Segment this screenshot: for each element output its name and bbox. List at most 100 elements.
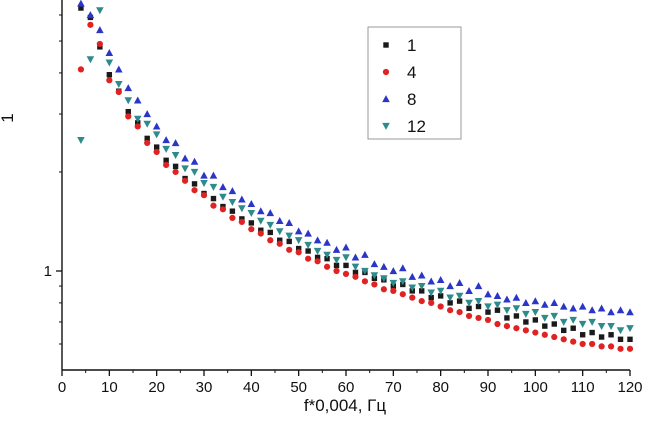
data-point-series-8 (257, 207, 265, 215)
data-point-series-4 (361, 278, 369, 285)
data-point-series-8 (313, 236, 322, 244)
data-point-series-4 (115, 88, 122, 96)
data-point-series-8 (484, 290, 492, 298)
data-point-series-4 (134, 123, 141, 130)
data-point-series-4 (144, 139, 151, 147)
data-point-series-1 (561, 327, 567, 334)
data-point-series-1 (447, 300, 453, 306)
data-point-series-1 (333, 262, 340, 269)
legend-marker-4 (382, 68, 390, 76)
data-point-series-12 (162, 145, 170, 153)
data-point-series-12 (474, 298, 483, 306)
data-point-series-12 (351, 263, 360, 271)
x-tick-label: 40 (243, 379, 260, 396)
data-point-series-4 (276, 240, 283, 247)
data-point-series-4 (626, 345, 634, 352)
data-point-series-8 (323, 238, 331, 246)
data-point-series-4 (77, 66, 85, 73)
data-point-series-8 (389, 267, 398, 275)
data-point-series-4 (257, 230, 264, 237)
data-point-series-12 (446, 294, 454, 302)
data-point-series-12 (522, 310, 530, 318)
data-point-series-1 (191, 181, 198, 187)
data-point-series-12 (436, 287, 445, 295)
data-point-series-8 (493, 292, 502, 300)
data-point-series-8 (578, 302, 587, 310)
data-point-series-1 (475, 303, 482, 310)
data-point-series-12 (389, 279, 398, 287)
data-point-series-8 (522, 298, 530, 306)
data-point-series-4 (323, 263, 331, 270)
data-point-series-4 (437, 303, 444, 310)
data-point-series-8 (541, 300, 549, 308)
data-point-series-8 (597, 304, 606, 312)
data-point-series-4 (456, 309, 463, 316)
data-point-series-4 (153, 148, 160, 156)
data-point-series-12 (559, 318, 568, 326)
data-point-series-8 (294, 227, 303, 235)
data-point-series-1 (314, 254, 321, 261)
data-point-series-12 (541, 314, 549, 322)
data-point-series-1 (551, 321, 557, 327)
data-point-series-12 (200, 180, 208, 188)
x-tick-label: 30 (196, 379, 213, 396)
data-point-series-12 (181, 165, 189, 173)
data-point-series-1 (485, 309, 491, 315)
data-point-series-12 (219, 193, 227, 201)
legend-label-1: 1 (407, 36, 416, 55)
x-tick-label: 100 (523, 379, 548, 396)
data-point-series-4 (219, 206, 227, 213)
data-point-series-1 (125, 108, 131, 115)
data-point-series-4 (494, 320, 501, 328)
data-point-series-1 (532, 317, 539, 323)
data-point-series-4 (380, 286, 387, 293)
data-point-series-12 (417, 282, 426, 290)
data-point-series-4 (295, 249, 302, 256)
data-point-series-12 (408, 284, 417, 292)
data-point-series-12 (493, 301, 502, 309)
data-point-series-4 (475, 314, 482, 322)
data-point-series-1 (589, 329, 595, 336)
data-point-series-8 (285, 219, 293, 227)
x-tick-label: 0 (58, 379, 66, 396)
data-point-series-12 (313, 247, 322, 255)
data-point-series-1 (352, 269, 359, 276)
data-point-series-4 (286, 246, 293, 253)
data-point-series-12 (569, 316, 577, 324)
data-point-series-1 (494, 307, 501, 313)
data-point-series-4 (579, 340, 586, 348)
data-point-series-4 (210, 202, 217, 209)
data-point-series-12 (105, 59, 114, 67)
data-point-series-12 (152, 131, 161, 139)
data-point-series-1 (277, 237, 283, 243)
data-point-series-12 (190, 168, 199, 176)
data-point-series-4 (465, 312, 473, 320)
data-point-series-1 (295, 245, 302, 252)
data-point-series-1 (172, 163, 179, 170)
data-point-series-1 (258, 227, 264, 233)
data-point-series-4 (551, 333, 558, 341)
data-point-series-4 (314, 258, 321, 265)
data-point-series-4 (333, 267, 340, 275)
data-point-series-12 (607, 323, 615, 331)
x-tick-label: 80 (432, 379, 449, 396)
data-point-series-8 (332, 245, 341, 253)
data-point-series-4 (428, 299, 435, 306)
y-tick-label: 1 (44, 263, 52, 280)
data-point-series-12 (503, 307, 511, 315)
data-point-series-8 (171, 139, 180, 147)
data-point-series-8 (559, 302, 568, 310)
data-point-series-1 (153, 144, 160, 150)
data-point-series-12 (266, 221, 275, 229)
data-point-series-8 (588, 306, 596, 314)
legend-marker-8 (382, 95, 390, 103)
data-point-series-1 (437, 293, 444, 299)
data-point-series-4 (390, 287, 397, 294)
data-point-series-1 (248, 220, 255, 226)
data-point-series-4 (522, 327, 529, 334)
data-point-series-12 (133, 115, 142, 123)
data-point-series-1 (608, 332, 614, 338)
data-point-series-8 (219, 183, 227, 191)
data-point-series-1 (428, 294, 434, 301)
data-point-series-4 (484, 316, 492, 324)
